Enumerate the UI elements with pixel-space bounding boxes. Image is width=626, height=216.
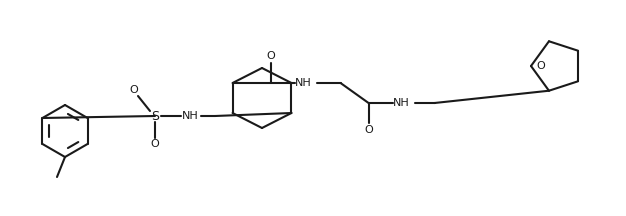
Text: NH: NH	[182, 111, 198, 121]
Text: NH: NH	[393, 98, 410, 108]
Text: O: O	[364, 125, 373, 135]
Text: S: S	[151, 110, 159, 122]
Text: O: O	[151, 139, 160, 149]
Text: O: O	[130, 85, 138, 95]
Text: NH: NH	[295, 78, 312, 88]
Text: O: O	[266, 51, 275, 61]
Text: O: O	[536, 61, 545, 71]
